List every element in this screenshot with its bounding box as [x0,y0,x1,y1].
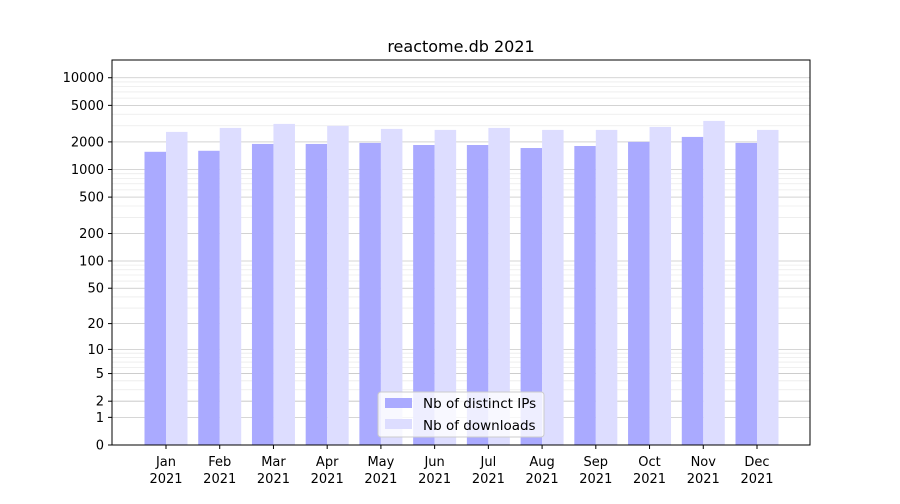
y-tick-label: 20 [87,317,104,332]
x-tick-label: Sep [584,455,609,470]
x-tick-label: 2021 [740,472,773,487]
bar-downloads [757,129,779,445]
x-tick-label: 2021 [203,472,236,487]
y-tick-label: 5 [96,367,104,382]
bar-downloads [649,126,672,446]
y-tick-label: 1 [96,411,104,426]
bar-downloads [488,127,510,446]
legend-swatch-downloads [385,419,412,429]
x-tick-label: Apr [316,455,339,470]
y-tick-label: 50 [87,282,104,297]
bar-ips [413,144,435,445]
x-tick-label: Dec [744,455,769,470]
y-tick-label: 1000 [71,163,104,178]
x-tick-label: 2021 [687,472,720,487]
bar-ips [681,136,704,445]
x-tick-label: Jun [423,455,444,470]
y-tick-label: 10 [87,343,104,358]
bar-downloads [542,129,564,445]
bar-downloads [166,131,188,445]
x-tick-label: 2021 [364,472,397,487]
bar-ips [305,143,328,445]
x-tick-label: 2021 [257,472,290,487]
y-tick-label: 200 [79,227,104,242]
bar-ips [466,144,489,445]
plot-frame [111,59,811,446]
x-tick-label: 2021 [311,472,344,487]
y-tick-label: 100 [79,254,104,269]
legend-swatch-ips [385,398,412,408]
x-tick-label: 2021 [633,472,666,487]
y-tick-label: 2000 [71,135,104,150]
x-tick-label: Mar [261,455,286,470]
bar-downloads [327,125,349,445]
y-tick-label: 2 [96,395,104,410]
bar-ips [520,148,543,446]
bar-ips [144,151,166,445]
chart-title: reactome.db 2021 [387,37,534,56]
x-tick-label: Nov [691,455,717,470]
bar-downloads [595,129,618,445]
bar-ips [628,141,650,445]
bar-downloads [380,128,403,445]
x-tick-label: 2021 [418,472,451,487]
y-tick-label: 5000 [71,99,104,114]
legend: Nb of distinct IPs Nb of downloads [377,391,545,438]
legend-label-ips: Nb of distinct IPs [423,396,536,412]
x-tick-label: May [367,455,394,470]
bar-ips [198,150,220,445]
x-tick-label: 2021 [579,472,612,487]
bar-ips [735,142,757,445]
x-tick-label: 2021 [472,472,505,487]
bar-downloads [219,127,242,446]
x-tick-label: Jul [480,455,497,470]
bar-ips [251,143,274,445]
y-tick-label: 10000 [63,71,104,86]
bar-ips [359,142,381,445]
bar-ips [574,145,596,445]
x-tick-label: Oct [638,455,660,470]
legend-label-downloads: Nb of downloads [423,418,536,434]
x-tick-label: 2021 [526,472,559,487]
y-tick-label: 500 [79,191,104,206]
y-tick-label: 0 [96,439,104,454]
bar-downloads [434,129,457,445]
x-tick-label: Feb [208,455,231,470]
x-tick-label: Aug [529,455,554,470]
x-tick-label: 2021 [149,472,182,487]
bar-downloads [273,123,295,445]
bar-downloads [703,120,725,445]
x-tick-label: Jan [155,455,176,470]
